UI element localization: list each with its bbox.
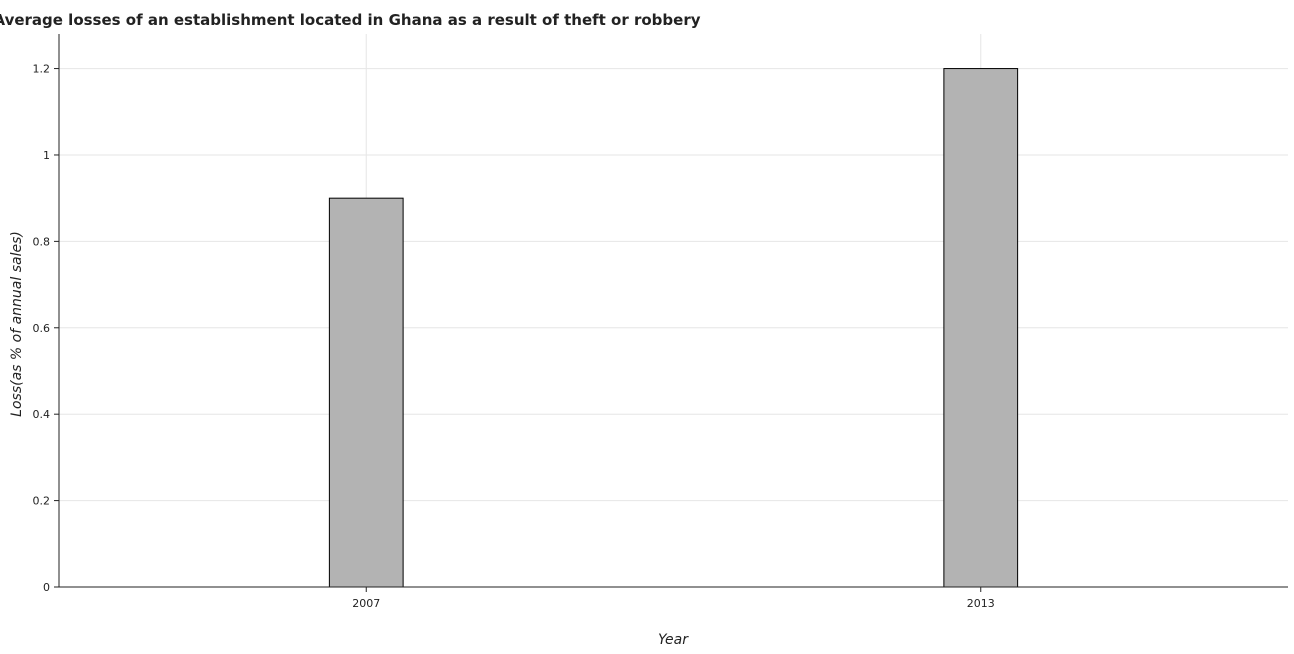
x-tick-labels: 2007 2013 <box>352 597 995 610</box>
y-axis-label: Loss(as % of annual sales) <box>9 231 25 417</box>
y-tick-labels: 0 0.2 0.4 0.6 0.8 1 1.2 <box>33 63 51 594</box>
bars <box>328 68 1019 588</box>
y-tick-label: 0 <box>43 581 50 594</box>
x-tick-label: 2007 <box>352 597 380 610</box>
y-tick-label: 1.2 <box>33 63 51 76</box>
y-tick-label: 0.4 <box>33 408 51 421</box>
bar-2007 <box>328 197 404 588</box>
y-tick-label: 0.6 <box>33 322 51 335</box>
y-tick-label: 0.2 <box>33 495 51 508</box>
bar-2013 <box>943 68 1019 588</box>
x-axis-label: Year <box>658 632 689 648</box>
x-tick-label: 2013 <box>967 597 995 610</box>
chart-title: Average losses of an establishment locat… <box>0 11 701 29</box>
grid-lines <box>59 34 1288 588</box>
y-tick-label: 1 <box>43 149 50 162</box>
y-tick-label: 0.8 <box>33 235 51 248</box>
axes <box>54 34 1288 592</box>
